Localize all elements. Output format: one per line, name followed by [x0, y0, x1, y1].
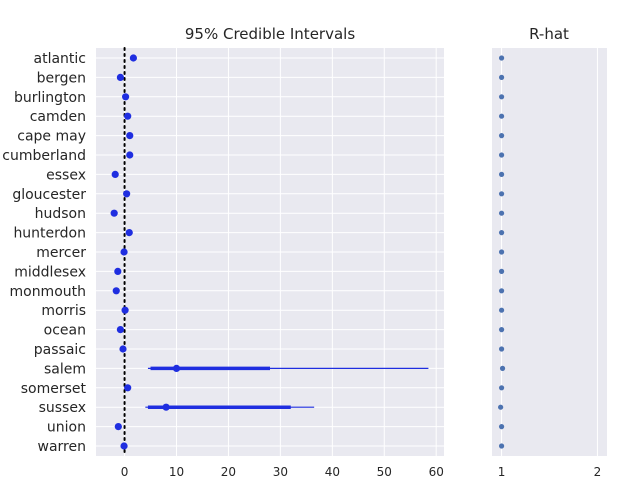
x-tick-label: 30	[273, 465, 288, 479]
x-tick-label: 20	[221, 465, 236, 479]
rhat-point	[498, 74, 505, 80]
rhat-plot-area	[492, 48, 607, 456]
x-tick-label: 40	[325, 465, 340, 479]
rhat-point	[498, 249, 505, 255]
rhat-title: R-hat	[529, 25, 569, 43]
point-estimate	[116, 73, 125, 81]
category-label: passaic	[34, 342, 86, 358]
category-label: monmouth	[9, 284, 86, 300]
intervals-title: 95% Credible Intervals	[185, 25, 355, 43]
point-estimate	[119, 345, 127, 353]
point-estimate	[110, 209, 118, 217]
point-estimate	[124, 384, 132, 392]
point-estimate	[111, 170, 119, 178]
intervals-panel: 0 10 20 30 40 50 60 atlantic bergen burlington cam…	[2, 47, 444, 479]
rhat-tick-label: 2	[594, 465, 602, 479]
point-estimate	[123, 190, 131, 198]
category-label: salem	[44, 361, 86, 377]
category-label: sussex	[39, 400, 86, 416]
point-estimate	[114, 423, 122, 431]
category-label: bergen	[37, 70, 86, 86]
rhat-point	[498, 191, 505, 197]
rhat-point	[498, 55, 505, 61]
rhat-point	[498, 385, 505, 391]
point-estimate	[116, 326, 125, 334]
category-label: cumberland	[2, 148, 86, 164]
rhat-point	[498, 133, 505, 139]
point-estimate	[120, 248, 128, 256]
point-estimate	[126, 151, 134, 159]
rhat-point	[498, 268, 505, 274]
category-label: mercer	[36, 245, 86, 261]
point-estimate	[124, 112, 132, 120]
category-label: middlesex	[14, 264, 86, 280]
category-label: morris	[41, 303, 86, 319]
rhat-point	[498, 152, 505, 158]
rhat-point	[498, 171, 505, 177]
rhat-point	[498, 327, 505, 333]
x-tick-label: 50	[377, 465, 392, 479]
category-label: essex	[46, 167, 86, 183]
category-label: cape may	[17, 129, 86, 145]
point-estimate	[114, 267, 122, 275]
point-estimate	[129, 54, 137, 62]
category-label: gloucester	[12, 187, 86, 203]
point-estimate	[120, 442, 128, 450]
category-label: warren	[38, 439, 86, 455]
rhat-point	[498, 424, 505, 430]
x-tick-label: 60	[429, 465, 444, 479]
rhat-point	[498, 443, 505, 449]
rhat-point	[498, 346, 505, 352]
rhat-point	[498, 307, 505, 313]
rhat-point	[498, 404, 504, 410]
point-estimate	[172, 364, 181, 372]
point-estimate	[121, 306, 129, 314]
point-estimate	[122, 93, 130, 101]
category-label: atlantic	[34, 51, 87, 67]
category-label: ocean	[44, 323, 86, 339]
category-label: burlington	[14, 90, 86, 106]
point-estimate	[162, 403, 170, 411]
x-tick-label: 0	[121, 465, 129, 479]
category-label: somerset	[21, 381, 87, 397]
point-estimate	[125, 229, 133, 237]
rhat-point	[498, 288, 505, 294]
category-label: hunterdon	[13, 226, 86, 242]
rhat-tick-label: 1	[498, 465, 506, 479]
point-estimate	[126, 132, 134, 140]
category-label: camden	[30, 109, 86, 125]
x-tick-label: 10	[169, 465, 184, 479]
point-estimate	[112, 287, 120, 295]
rhat-point	[498, 230, 505, 236]
rhat-point	[498, 94, 505, 100]
rhat-point	[498, 113, 505, 119]
rhat-point	[498, 210, 505, 216]
rhat-point	[499, 365, 506, 371]
category-label: union	[47, 420, 86, 436]
category-label: hudson	[35, 206, 86, 222]
